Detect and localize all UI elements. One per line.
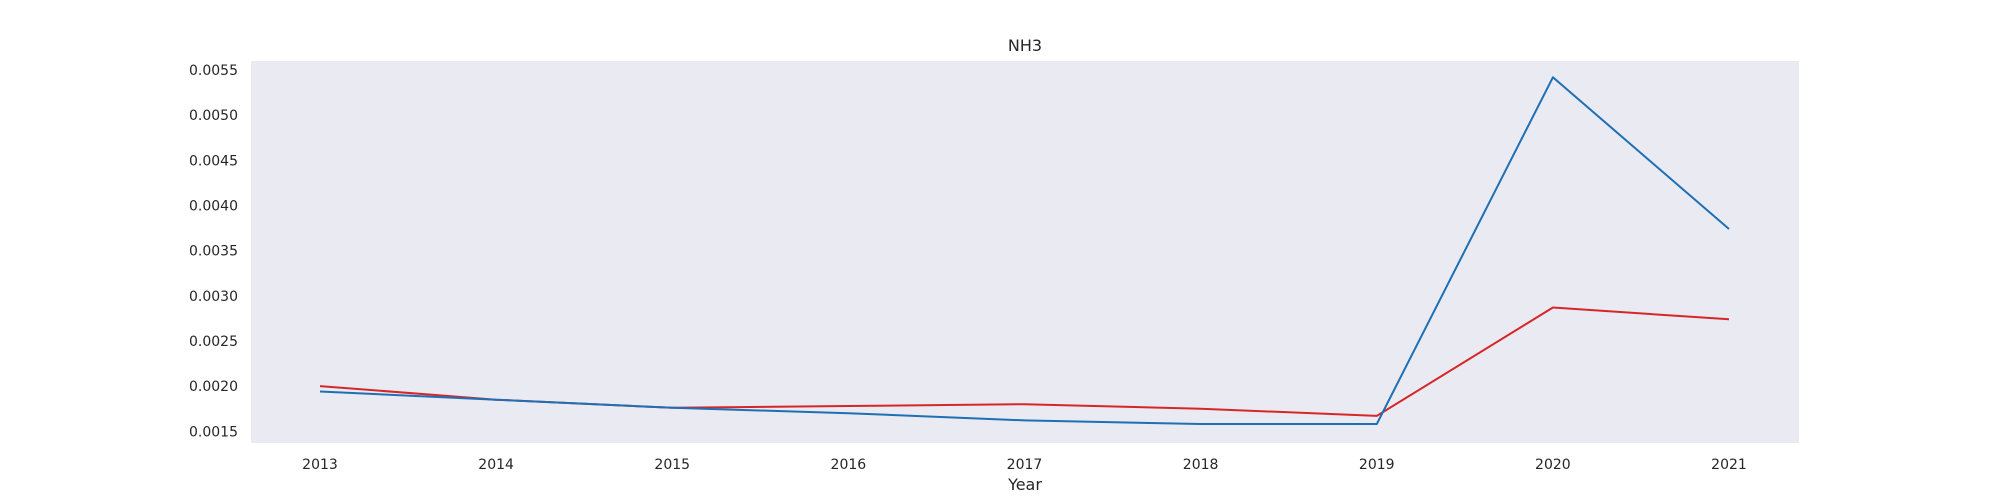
x-tick-label: 2013 xyxy=(302,457,338,473)
x-tick-label: 2017 xyxy=(1007,457,1043,473)
y-tick-label: 0.0055 xyxy=(189,63,238,79)
series-line-2 xyxy=(319,76,1730,425)
y-tick-label: 0.0020 xyxy=(189,379,238,395)
x-tick-label: 2021 xyxy=(1711,457,1747,473)
x-axis-label: Year xyxy=(1007,475,1042,494)
y-tick-label: 0.0030 xyxy=(189,289,238,305)
y-tick-label: 0.0015 xyxy=(189,424,238,440)
x-tick-label: 2016 xyxy=(831,457,867,473)
x-tick-label: 2015 xyxy=(654,457,690,473)
y-axis-ticks: 0.0015 0.0020 0.0025 0.0030 0.0035 0.0040 0.00… xyxy=(189,63,238,440)
chart-title: NH3 xyxy=(1008,36,1042,55)
y-tick-label: 0.0050 xyxy=(189,108,238,124)
plot-area xyxy=(251,61,1799,443)
y-tick-label: 0.0045 xyxy=(189,153,238,169)
x-tick-label: 2020 xyxy=(1535,457,1571,473)
y-tick-label: 0.0035 xyxy=(189,244,238,260)
x-axis-ticks: 2013 2014 2015 2016 2017 2018 2019 2020 2021 xyxy=(302,457,1747,473)
y-tick-label: 0.0040 xyxy=(189,198,238,214)
series-layer xyxy=(319,76,1730,425)
x-tick-label: 2019 xyxy=(1359,457,1395,473)
x-tick-label: 2018 xyxy=(1183,457,1219,473)
y-tick-label: 0.0025 xyxy=(189,334,238,350)
x-tick-label: 2014 xyxy=(478,457,514,473)
